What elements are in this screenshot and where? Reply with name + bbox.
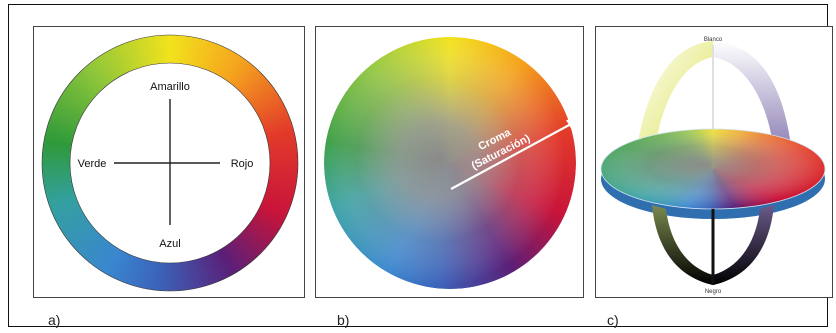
- chroma-disk-diagram: Croma (Saturación): [320, 37, 580, 291]
- label-negro: Negro: [705, 289, 722, 295]
- hue-ring-diagram: Amarillo Verde Rojo Azul: [41, 34, 299, 292]
- color-solid-diagram: Blanco Negro: [600, 37, 826, 295]
- label-verde: Verde: [78, 158, 107, 170]
- panel-c-color-solid: Blanco Negro: [595, 26, 833, 298]
- chroma-arrow: [450, 123, 572, 190]
- upper-right-arc: [713, 41, 792, 155]
- label-rojo: Rojo: [231, 158, 254, 170]
- label-amarillo: Amarillo: [150, 81, 190, 93]
- panel-a-hue-ring: Amarillo Verde Rojo Azul: [33, 26, 305, 298]
- caption-c: c): [607, 312, 619, 328]
- caption-b: b): [337, 312, 350, 328]
- caption-a: a): [48, 312, 61, 328]
- panel-b-chroma-disk: Croma (Saturación): [315, 26, 584, 298]
- upper-left-arc: [636, 41, 713, 155]
- lower-right-arc: [713, 205, 774, 285]
- label-blanco: Blanco: [704, 37, 723, 43]
- label-azul: Azul: [159, 238, 180, 250]
- chroma-arrow-head: [566, 119, 580, 130]
- lower-left-arc: [652, 205, 713, 285]
